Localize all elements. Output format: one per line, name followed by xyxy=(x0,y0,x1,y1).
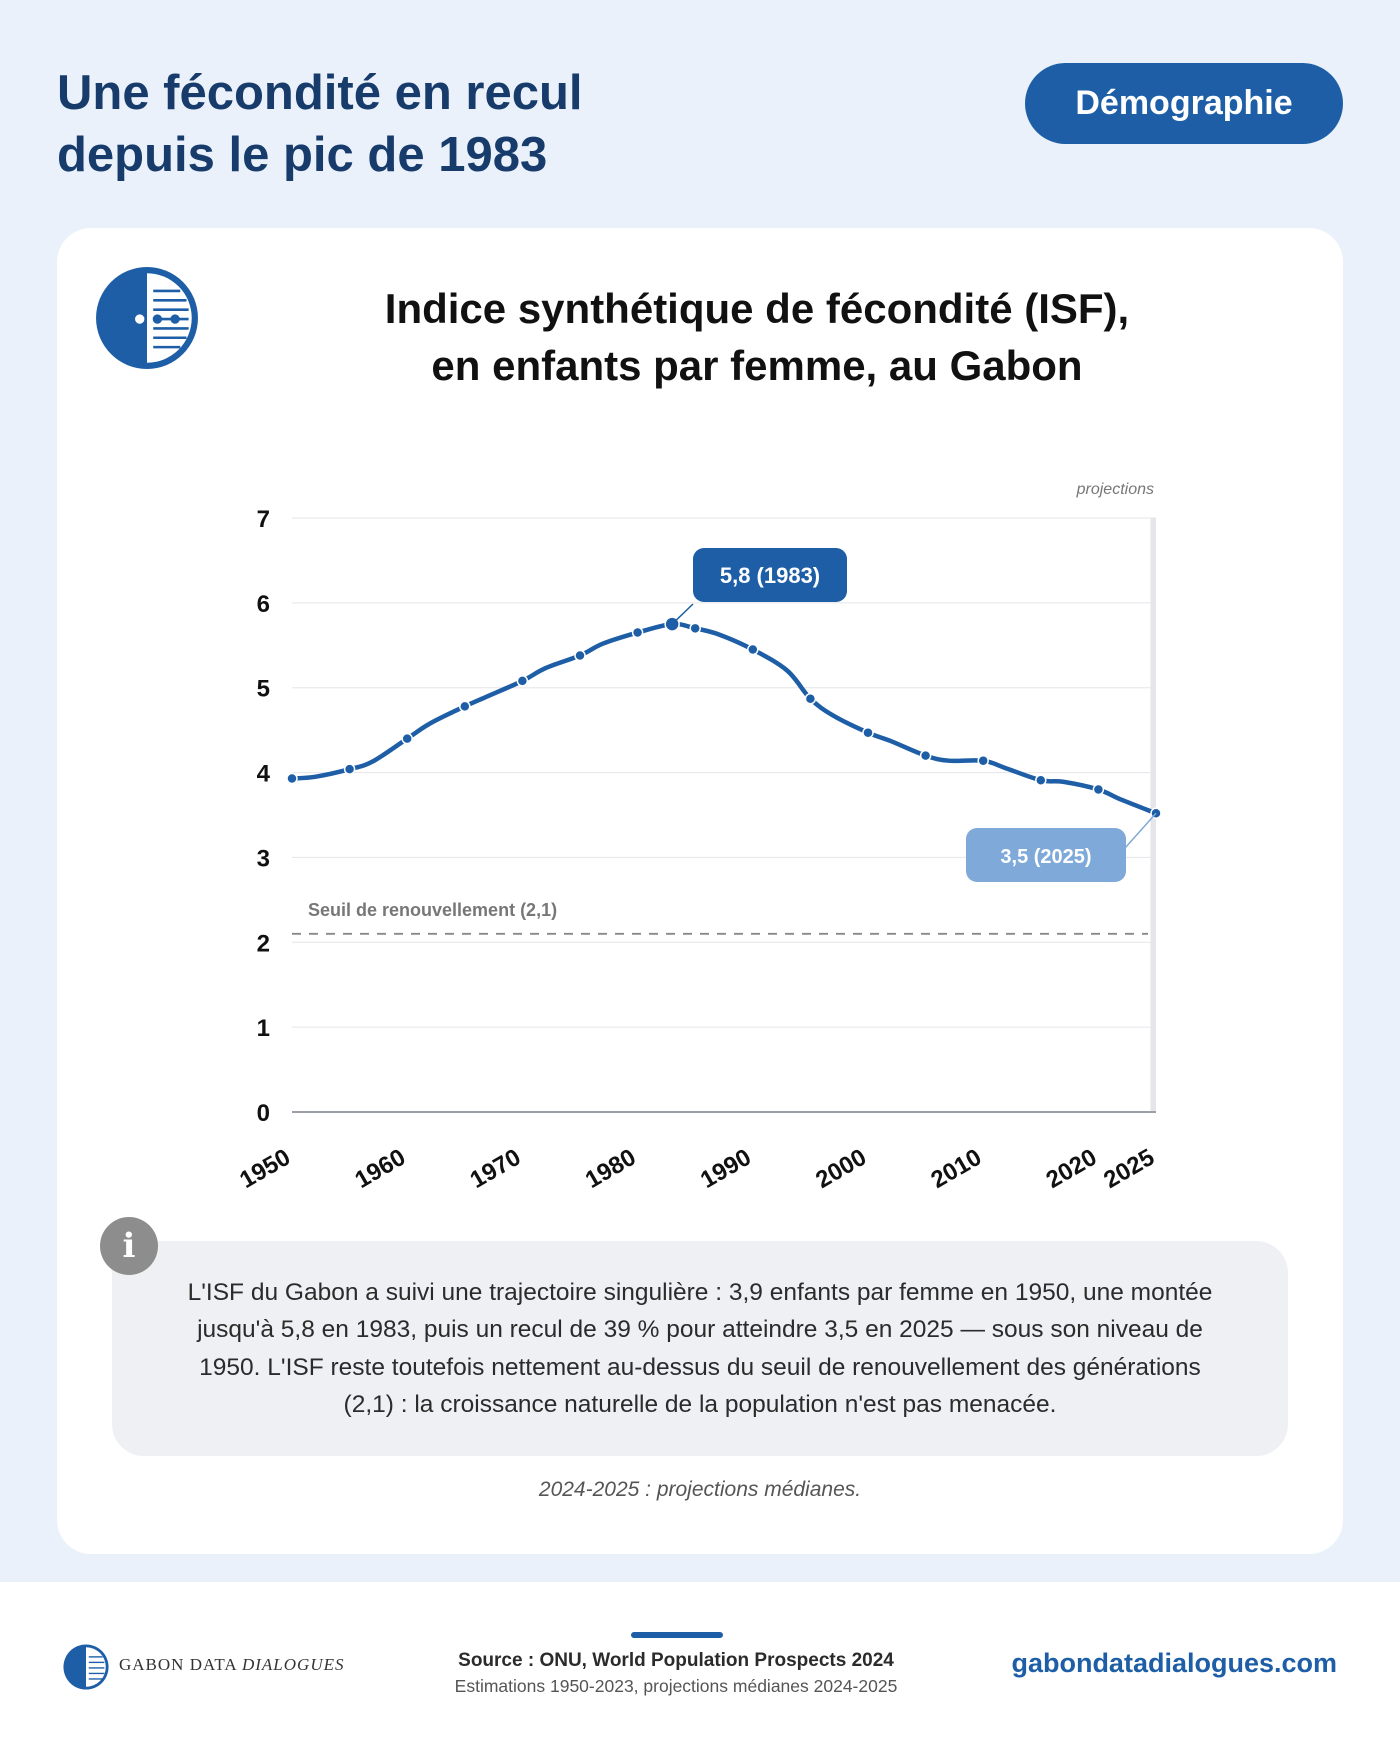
peak-callout-box xyxy=(693,548,847,602)
x-tick-label: 2000 xyxy=(811,1144,871,1194)
y-tick-label: 7 xyxy=(257,506,270,533)
x-tick-label: 1990 xyxy=(696,1144,756,1194)
y-tick-label: 2 xyxy=(257,930,270,957)
y-tick-label: 5 xyxy=(257,676,270,703)
chart-title: Indice synthétique de fécondité (ISF), e… xyxy=(384,285,1130,389)
data-point xyxy=(1035,774,1047,786)
latest-callout-leader xyxy=(1124,812,1157,849)
data-point xyxy=(286,772,298,785)
y-tick-label: 1 xyxy=(257,1015,270,1042)
footer: GABON DATA DIALOGUES Source : ONU, World… xyxy=(0,1582,1400,1750)
data-point xyxy=(516,675,529,687)
latest-callout-label: 3,5 (2025) xyxy=(1000,846,1091,868)
footer-divider xyxy=(631,1632,723,1638)
data-point xyxy=(862,726,874,739)
footer-brand: GABON DATA DIALOGUES xyxy=(119,1655,344,1675)
data-point xyxy=(343,763,356,775)
x-tick-label: 2025 xyxy=(1099,1144,1159,1194)
latest-callout-box xyxy=(966,828,1126,882)
info-box: L'ISF du Gabon a suivi une trajectoire s… xyxy=(112,1241,1288,1456)
data-point xyxy=(804,692,817,705)
footer-brand-main: GABON DATA xyxy=(119,1655,237,1674)
x-tick-label: 1960 xyxy=(350,1144,410,1194)
data-point xyxy=(747,643,759,656)
x-tick-label: 1970 xyxy=(466,1144,526,1194)
peak-callout-label: 5,8 (1983) xyxy=(720,563,820,588)
y-tick-label: 3 xyxy=(257,845,270,872)
chart-card: Indice synthétique de fécondité (ISF), e… xyxy=(57,228,1343,1554)
projection-note: 2024-2025 : projections médianes. xyxy=(538,1478,862,1501)
x-tick-label: 1980 xyxy=(581,1144,641,1194)
data-point xyxy=(919,749,932,762)
data-point xyxy=(631,626,644,639)
x-tick-label: 1950 xyxy=(235,1144,295,1194)
footer-website-link[interactable]: gabondatadialogues.com xyxy=(1011,1648,1337,1678)
page-title: Une fécondité en recul depuis le pic de … xyxy=(57,66,583,182)
footer-brand-em: DIALOGUES xyxy=(241,1655,345,1674)
data-point xyxy=(574,649,586,662)
isf-series-line xyxy=(289,621,1159,816)
data-point xyxy=(401,732,413,745)
y-tick-label: 6 xyxy=(257,591,270,618)
info-icon: i xyxy=(100,1217,158,1275)
data-point xyxy=(459,700,471,713)
gabon-data-dialogues-logo-icon xyxy=(63,1644,109,1690)
replacement-threshold-label: Seuil de renouvellement (2,1) xyxy=(308,900,557,920)
info-text: L'ISF du Gabon a suivi une trajectoire s… xyxy=(187,1278,1213,1419)
peak-callout-leader xyxy=(671,603,694,625)
line-chart: projections 0 1 2 3 4 5 6 7 1950 1960 1970 1980 1990 2… xyxy=(235,481,1162,1194)
projection-band-label: projections xyxy=(1076,481,1154,498)
y-tick-label: 4 xyxy=(257,761,271,788)
data-point xyxy=(977,754,989,767)
x-tick-label: 2010 xyxy=(926,1144,986,1194)
gabon-data-dialogues-logo-icon xyxy=(96,267,198,369)
footer-source-detail: Estimations 1950-2023, projections média… xyxy=(454,1676,898,1696)
category-tag[interactable]: Démographie xyxy=(1025,63,1343,144)
data-point xyxy=(689,622,701,635)
x-tick-label: 2020 xyxy=(1042,1144,1102,1194)
y-tick-label: 0 xyxy=(257,1100,270,1127)
data-point xyxy=(1092,783,1105,796)
footer-source: Source : ONU, World Population Prospects… xyxy=(458,1650,894,1671)
